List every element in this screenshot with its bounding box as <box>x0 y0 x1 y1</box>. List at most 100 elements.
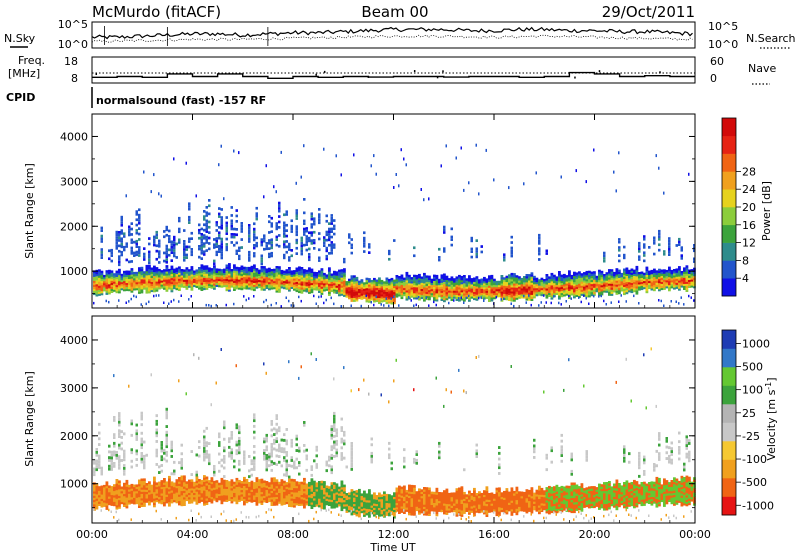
cell <box>318 290 321 293</box>
cell <box>130 227 133 231</box>
cell <box>190 494 194 497</box>
cell <box>203 438 206 442</box>
cell <box>243 496 246 499</box>
cell <box>155 484 159 488</box>
cell <box>138 213 141 217</box>
cell <box>365 291 369 295</box>
cell <box>193 494 196 498</box>
cell <box>153 491 156 495</box>
cell <box>165 485 169 489</box>
cell <box>193 492 196 496</box>
cell <box>225 224 228 227</box>
cell <box>423 293 426 296</box>
cell <box>545 274 549 277</box>
cell <box>303 283 306 286</box>
cell <box>425 279 429 282</box>
cell <box>118 239 121 242</box>
cell <box>253 445 256 448</box>
cell <box>145 279 149 282</box>
cell <box>183 269 186 272</box>
cell <box>200 495 204 498</box>
cell <box>350 277 354 280</box>
cell <box>218 207 221 210</box>
cell <box>503 291 506 294</box>
cell <box>195 502 199 505</box>
cell <box>278 226 281 229</box>
cell <box>228 263 231 266</box>
cell <box>500 298 502 301</box>
cell <box>453 296 456 299</box>
cell <box>225 492 229 496</box>
cell <box>258 500 261 504</box>
cell <box>670 280 674 283</box>
cell <box>593 281 596 284</box>
cell <box>573 271 576 275</box>
cell <box>138 216 141 220</box>
cell <box>118 412 121 415</box>
cell <box>493 178 495 182</box>
cell <box>165 244 168 248</box>
cell <box>98 285 101 288</box>
cell <box>160 486 164 490</box>
cell <box>158 277 161 280</box>
cell <box>143 440 146 444</box>
cell <box>570 281 574 284</box>
cell <box>220 218 223 222</box>
cell <box>165 453 168 457</box>
cell <box>160 490 164 494</box>
cell <box>390 292 394 295</box>
cell <box>340 281 344 284</box>
cell <box>623 270 626 273</box>
cell <box>133 240 136 244</box>
cell <box>300 299 302 303</box>
cell <box>493 288 496 292</box>
cell <box>118 493 121 496</box>
cell <box>690 285 694 288</box>
cell <box>600 282 604 286</box>
cell <box>260 276 264 279</box>
cell <box>215 480 219 483</box>
cell <box>515 295 519 298</box>
cell <box>158 285 161 288</box>
cell <box>203 447 206 450</box>
cell <box>260 274 264 277</box>
cell <box>268 458 271 462</box>
cell <box>213 281 216 284</box>
cell <box>323 147 325 151</box>
cell <box>590 291 594 295</box>
cell <box>643 254 646 257</box>
cell <box>203 250 206 254</box>
cell <box>120 237 123 241</box>
cell <box>110 501 114 504</box>
cell <box>508 288 511 291</box>
cell <box>630 268 634 271</box>
cell <box>683 279 686 282</box>
cell <box>278 286 281 289</box>
cell <box>425 296 427 300</box>
cell <box>573 293 576 297</box>
cell <box>135 295 137 299</box>
cell <box>275 463 278 466</box>
cell <box>588 288 591 292</box>
cell <box>165 439 168 443</box>
cell <box>305 235 308 238</box>
cell <box>473 283 476 286</box>
cell <box>265 481 269 484</box>
cell <box>443 277 446 280</box>
cell <box>193 278 196 281</box>
cell <box>518 296 521 299</box>
cell <box>300 269 304 272</box>
cell <box>573 291 576 295</box>
cell <box>623 284 626 287</box>
cell <box>155 281 159 284</box>
cell <box>155 233 158 237</box>
cell <box>503 285 506 288</box>
cell <box>295 287 299 291</box>
cell <box>608 283 611 286</box>
cell <box>235 241 238 245</box>
cell <box>95 281 99 285</box>
cell <box>203 210 206 213</box>
cell <box>235 233 238 237</box>
cell <box>163 480 166 483</box>
cell <box>280 276 284 279</box>
